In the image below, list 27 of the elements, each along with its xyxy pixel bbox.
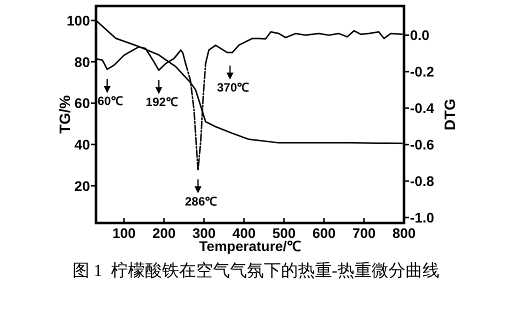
x-tick-label: 100 [112,225,136,241]
y2-tick-label: 0.0 [410,27,430,44]
annotation: 192℃ [146,95,178,110]
caption: 图 1 柠檬酸铁在空气气氛下的热重-热重微分曲线 [72,261,440,280]
y-tick-label: 100 [66,12,90,28]
y2-tick-label: -0.6 [410,136,434,153]
y2-tick-label: -0.8 [410,173,434,190]
y2-tick-label: -1.0 [410,210,434,226]
y-tick-label: 60 [74,95,90,112]
y2-tick-label: -0.4 [410,100,434,116]
x-tick-label: 500 [272,225,296,241]
annotation: 370℃ [216,80,250,95]
annotation: 286℃ [184,194,218,208]
x-tick-label: 600 [312,225,336,241]
x-tick-label: 700 [352,225,376,241]
x-tick-label: 300 [192,225,216,241]
annotation: 60℃ [98,94,123,108]
y2-tick-label: -0.2 [410,64,434,80]
x-axis-title: Temperature/℃ [199,238,301,254]
y-tick-label: 20 [74,178,90,194]
y2-axis-title: DTG [442,98,459,130]
x-tick-label: 400 [232,225,256,241]
x-tick-label: 800 [392,225,416,241]
y-tick-label: 80 [74,54,90,70]
y-tick-label: 40 [74,136,90,152]
y-axis-title: TG/% [57,95,74,134]
x-tick-label: 200 [152,225,176,241]
